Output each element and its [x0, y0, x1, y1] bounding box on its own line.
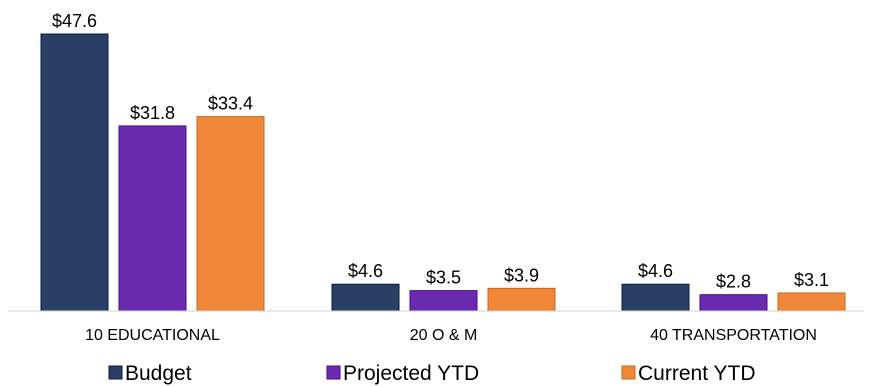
category-label-20-o-m: 20 O & M [410, 327, 478, 344]
bar-budget-10-educational [40, 33, 109, 312]
bar-budget-40-transportation [621, 283, 690, 312]
value-label-current-ytd-40-transportation: $3.1 [794, 270, 829, 290]
value-label-current-ytd-20-o-m: $3.9 [504, 265, 539, 285]
value-label-budget-40-transportation: $4.6 [638, 261, 673, 281]
legend: Budget Projected YTD Current YTD [108, 362, 755, 385]
category-label-10-educational: 10 EDUCATIONAL [85, 327, 220, 344]
value-label-budget-10-educational: $47.6 [52, 11, 97, 31]
bar-projected-ytd-40-transportation [699, 294, 768, 312]
legend-swatch-projected-ytd [326, 365, 341, 380]
legend-label-current-ytd: Current YTD [638, 362, 755, 385]
bar-current-ytd-40-transportation [777, 292, 846, 312]
bar-budget-20-o-m [331, 283, 400, 312]
bar-projected-ytd-10-educational [118, 125, 187, 312]
value-label-projected-ytd-20-o-m: $3.5 [426, 268, 461, 288]
legend-swatch-budget [108, 365, 123, 380]
category-label-40-transportation: 40 TRANSPORTATION [650, 327, 817, 344]
value-label-budget-20-o-m: $4.6 [348, 261, 383, 281]
bar-projected-ytd-20-o-m [409, 290, 478, 312]
legend-label-projected-ytd: Projected YTD [343, 362, 479, 385]
bar-current-ytd-10-educational [196, 116, 265, 312]
bar-current-ytd-20-o-m [487, 287, 556, 312]
legend-item-current-ytd: Current YTD [621, 362, 755, 385]
legend-item-budget: Budget [108, 362, 192, 385]
value-label-current-ytd-10-educational: $33.4 [208, 94, 253, 114]
legend-label-budget: Budget [125, 362, 192, 385]
bars-layer [40, 33, 846, 312]
legend-swatch-current-ytd [621, 365, 636, 380]
value-label-projected-ytd-40-transportation: $2.8 [716, 272, 751, 292]
value-label-projected-ytd-10-educational: $31.8 [130, 103, 175, 123]
legend-item-projected-ytd: Projected YTD [326, 362, 479, 385]
category-labels-layer: 10 EDUCATIONAL 20 O & M 40 TRANSPORTATION [85, 327, 817, 344]
value-labels-layer: $47.6 $31.8 $33.4 $4.6 $3.5 $3.9 $4.6 $2.8 $3.1 [52, 11, 829, 292]
